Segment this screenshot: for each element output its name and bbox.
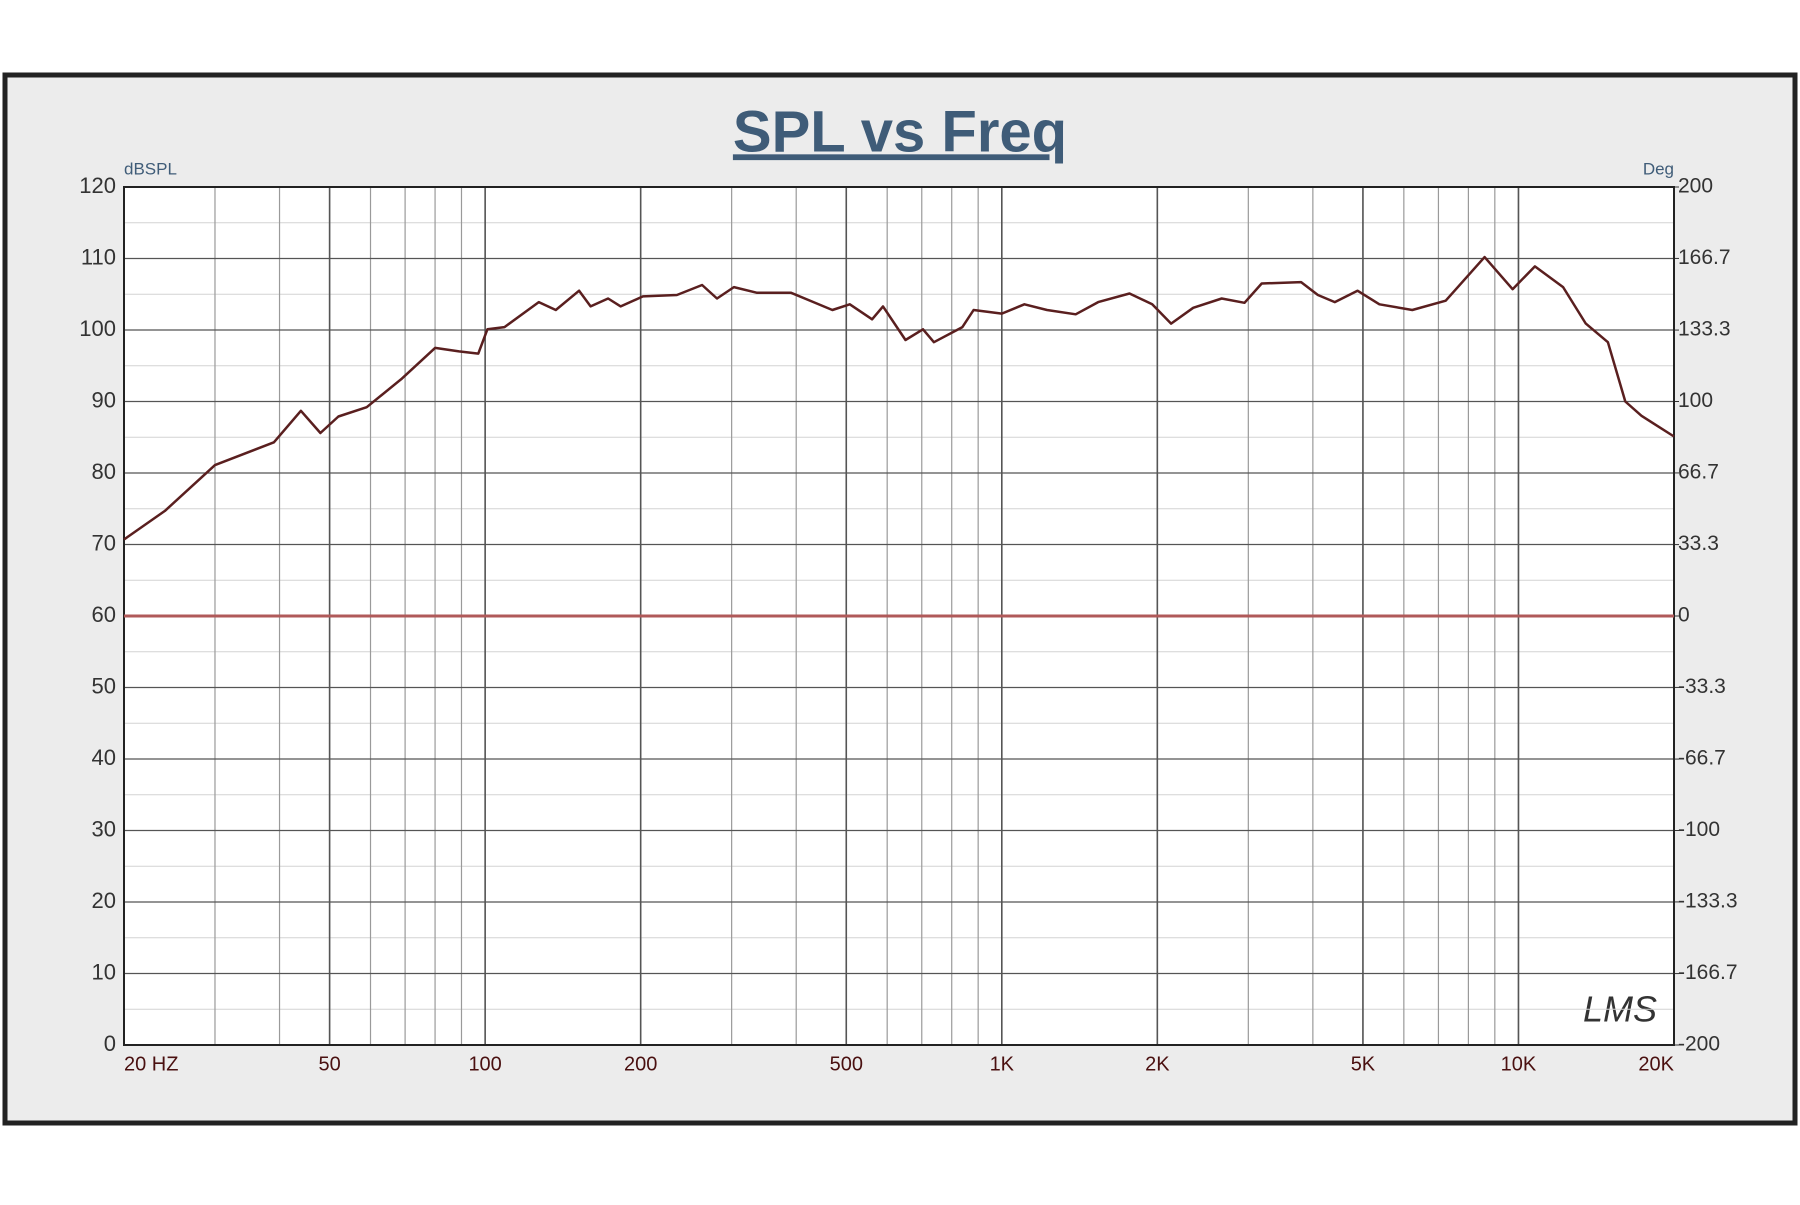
y2-tick-label: -66.7 (1678, 747, 1726, 770)
y2-tick-label: 166.7 (1678, 246, 1731, 269)
x-tick-label: 20K (1638, 1053, 1674, 1075)
y2-tick-label: 33.3 (1678, 532, 1719, 555)
y-tick-label: 40 (92, 745, 116, 770)
y-tick-label: 100 (79, 316, 116, 341)
y-tick-label: 10 (92, 959, 116, 984)
y-tick-label: 50 (92, 673, 116, 698)
y2-tick-label: 100 (1678, 389, 1713, 412)
y2-tick-label: 0 (1678, 604, 1690, 627)
y-axis-label: dBSPL (124, 159, 177, 178)
y-tick-label: 70 (92, 530, 116, 555)
y-tick-label: 110 (81, 244, 116, 269)
y-tick-label: 0 (104, 1031, 116, 1056)
y2-tick-label: 133.3 (1678, 318, 1731, 341)
x-tick-label: 5K (1351, 1053, 1376, 1075)
chart-title: SPL vs Freq (733, 99, 1067, 164)
y2-tick-label: -200 (1678, 1033, 1720, 1056)
y-tick-label: 20 (92, 888, 116, 913)
x-tick-label: 500 (830, 1053, 863, 1075)
x-tick-label: 50 (318, 1053, 340, 1075)
x-tick-label: 1K (990, 1053, 1015, 1075)
y2-tick-label: -133.3 (1678, 889, 1738, 912)
y2-tick-label: 200 (1678, 175, 1713, 198)
y-tick-label: 30 (92, 816, 116, 841)
y2-tick-label: -33.3 (1678, 675, 1726, 698)
x-tick-label: 100 (468, 1053, 501, 1075)
x-tick-label: 2K (1145, 1053, 1170, 1075)
y2-tick-label: -100 (1678, 818, 1720, 841)
y-tick-label: 90 (92, 387, 116, 412)
y-tick-label: 60 (92, 602, 116, 627)
y-tick-label: 120 (79, 173, 116, 198)
y2-axis-label: Deg (1643, 159, 1674, 178)
x-tick-label: 200 (624, 1053, 657, 1075)
x-tick-label: 10K (1501, 1053, 1537, 1075)
y2-tick-label: 66.7 (1678, 460, 1719, 483)
series-line (123, 255, 1675, 541)
x-tick-label: 20 HZ (124, 1053, 178, 1075)
y2-tick-label: -166.7 (1678, 961, 1738, 984)
y-tick-label: 80 (92, 459, 116, 484)
